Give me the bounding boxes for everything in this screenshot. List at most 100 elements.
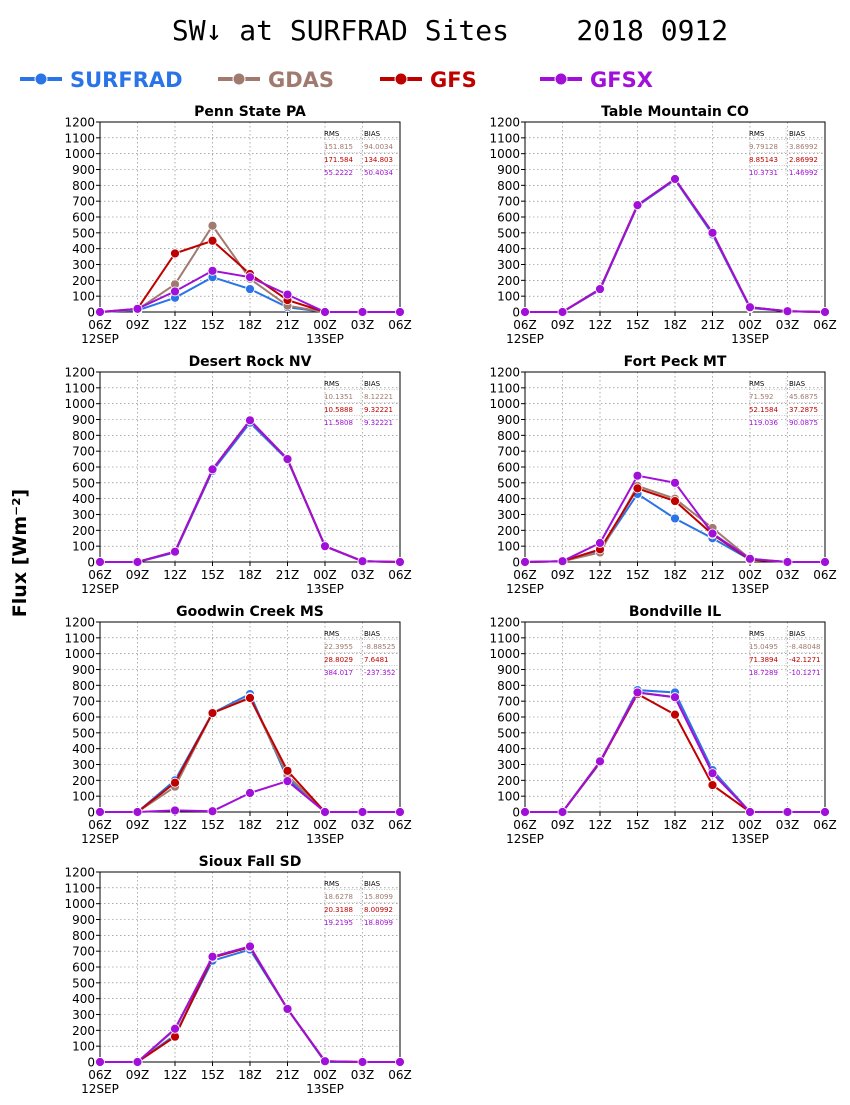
data-point: [170, 546, 180, 557]
stats-header-rms: RMS: [324, 630, 340, 638]
y-tick-label: 600: [497, 211, 520, 225]
panel-title: Fort Peck MT: [624, 354, 727, 370]
series-gfsx: [520, 174, 830, 317]
x-date-label: 13SEP: [731, 582, 769, 596]
stat-rms: 11.5808: [324, 419, 353, 427]
y-tick-label: 600: [72, 711, 95, 725]
x-date-label: 13SEP: [731, 832, 769, 846]
x-tick-label: 03Z: [776, 818, 800, 832]
x-tick-label: 06Z: [388, 818, 412, 832]
y-tick-label: 0: [87, 306, 95, 320]
x-date-label: 13SEP: [306, 332, 344, 346]
y-tick-label: 200: [497, 774, 520, 788]
stats-header-bias: BIAS: [789, 130, 806, 138]
stat-bias: 18.8099: [364, 919, 393, 927]
legend-item: GFSX: [540, 68, 653, 92]
data-point: [282, 776, 293, 787]
y-tick-label: 300: [497, 258, 520, 272]
data-point: [170, 286, 180, 297]
series-gfsx: [95, 776, 405, 817]
data-point: [557, 556, 568, 567]
x-tick-label: 09Z: [551, 568, 575, 582]
x-tick-label: 03Z: [351, 1068, 375, 1082]
data-point: [782, 557, 793, 567]
y-tick-label: 0: [512, 306, 520, 320]
y-tick-label: 1000: [64, 647, 95, 661]
y-tick-label: 700: [497, 695, 520, 709]
data-point: [207, 265, 218, 276]
x-date-label: 12SEP: [506, 332, 544, 346]
y-tick-label: 100: [72, 540, 95, 554]
x-tick-label: 06Z: [88, 318, 112, 332]
stat-rms: 171.584: [324, 156, 353, 164]
data-point: [282, 289, 293, 300]
stat-bias: 90.0875: [789, 419, 818, 427]
data-point: [245, 693, 255, 703]
x-date-label: 13SEP: [306, 1082, 344, 1096]
y-tick-label: 700: [72, 195, 95, 209]
x-tick-label: 00Z: [313, 818, 337, 832]
y-tick-label: 900: [497, 663, 520, 677]
y-tick-label: 300: [497, 758, 520, 772]
x-tick-label: 06Z: [88, 568, 112, 582]
y-tick-label: 300: [497, 508, 520, 522]
data-point: [670, 692, 680, 703]
y-tick-label: 1000: [489, 647, 520, 661]
y-tick-label: 800: [497, 679, 520, 693]
y-tick-label: 500: [72, 976, 95, 990]
stat-rms: 15.0495: [749, 643, 778, 651]
y-tick-label: 700: [72, 445, 95, 459]
y-tick-label: 1200: [64, 366, 95, 380]
y-tick-label: 1200: [64, 116, 95, 130]
y-tick-label: 1000: [64, 897, 95, 911]
stat-rms: 151.815: [324, 143, 353, 151]
series-gdas: [95, 415, 405, 567]
data-point: [557, 307, 568, 317]
y-tick-label: 900: [72, 663, 95, 677]
x-tick-label: 03Z: [351, 568, 375, 582]
data-point: [745, 302, 755, 313]
x-date-label: 12SEP: [506, 832, 544, 846]
y-tick-label: 200: [72, 524, 95, 538]
stat-rms: 71.3894: [749, 656, 778, 664]
data-point: [745, 807, 755, 817]
y-tick-label: 500: [497, 726, 520, 740]
data-point: [245, 284, 255, 294]
stats-header-rms: RMS: [749, 130, 765, 138]
data-point: [595, 538, 605, 548]
stats-header-bias: BIAS: [364, 130, 381, 138]
x-tick-label: 18Z: [238, 568, 262, 582]
x-tick-label: 03Z: [776, 568, 800, 582]
y-tick-label: 400: [497, 492, 520, 506]
x-tick-label: 09Z: [126, 818, 150, 832]
stat-bias: -10.1271: [789, 669, 820, 677]
data-point: [170, 1023, 180, 1034]
x-tick-label: 12Z: [163, 318, 187, 332]
y-tick-label: 600: [72, 961, 95, 975]
stats-header-bias: BIAS: [364, 630, 381, 638]
y-tick-label: 800: [72, 429, 95, 443]
data-point: [595, 756, 605, 767]
stat-bias: -42.1271: [789, 656, 820, 664]
x-tick-label: 15Z: [201, 318, 225, 332]
panel-title: Goodwin Creek MS: [176, 604, 324, 620]
y-tick-label: 1100: [64, 631, 95, 645]
legend-marker: [394, 72, 408, 86]
y-tick-label: 200: [497, 274, 520, 288]
y-tick-label: 1200: [489, 616, 520, 630]
stat-bias: 8.12221: [364, 393, 393, 401]
stat-rms: 384.017: [324, 669, 353, 677]
x-tick-label: 12Z: [163, 818, 187, 832]
y-tick-label: 400: [72, 742, 95, 756]
y-tick-label: 600: [497, 711, 520, 725]
y-tick-label: 800: [72, 679, 95, 693]
stats-header-rms: RMS: [324, 880, 340, 888]
data-point: [245, 415, 255, 426]
stats-header-rms: RMS: [749, 630, 765, 638]
data-point: [357, 807, 368, 817]
y-tick-label: 0: [512, 806, 520, 820]
